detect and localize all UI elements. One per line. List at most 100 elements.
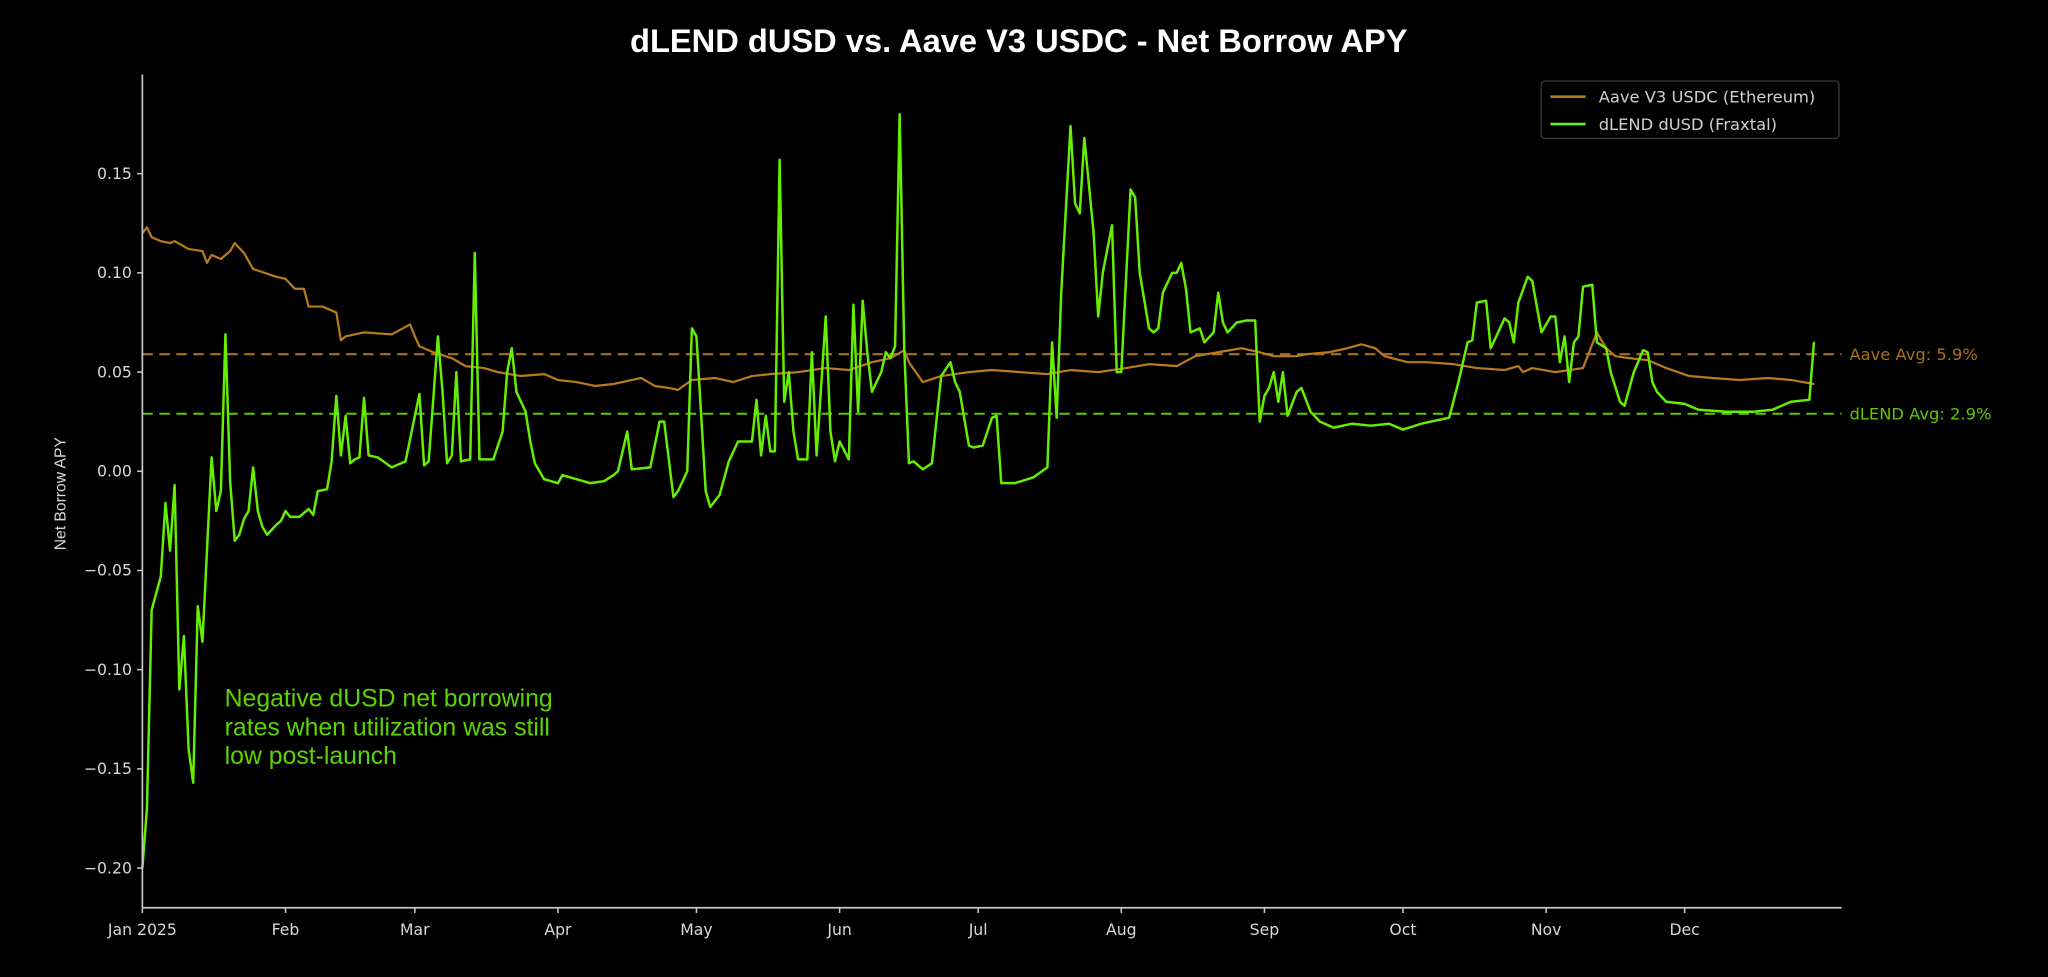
data-point: [160, 575, 162, 578]
data-point: [1688, 375, 1690, 377]
data-point: [1531, 280, 1533, 282]
data-point: [1286, 414, 1289, 417]
data-point: [1051, 341, 1053, 344]
data-point: [1656, 391, 1658, 393]
data-point: [617, 470, 619, 473]
data-point: [968, 444, 970, 447]
data-point: [751, 440, 753, 443]
data-point: [1619, 400, 1621, 403]
x-tick-label: Apr: [544, 920, 572, 939]
data-point: [834, 460, 836, 463]
data-point: [885, 351, 887, 354]
data-point: [972, 446, 975, 449]
data-point: [1651, 381, 1654, 383]
data-point: [1494, 337, 1497, 340]
data-point: [815, 454, 818, 457]
data-point: [196, 605, 199, 607]
data-point: [160, 240, 162, 242]
data-point: [848, 369, 850, 371]
data-point: [1148, 327, 1150, 330]
data-point: [1605, 347, 1607, 350]
data-point: [811, 351, 813, 354]
data-point: [921, 381, 924, 383]
data-point: [1573, 341, 1575, 344]
data-point: [709, 506, 712, 508]
data-point: [861, 299, 864, 302]
data-point: [1485, 299, 1487, 302]
data-point: [418, 393, 421, 395]
data-point: [1559, 361, 1561, 363]
x-tick-label: Sep: [1250, 920, 1280, 939]
data-point: [1439, 418, 1441, 421]
data-point: [506, 371, 508, 373]
y-ticks: 0.15 0.10 0.05 0.00 −0.05 −0.10 −0.15 −0.20: [84, 164, 143, 877]
data-point: [1614, 355, 1617, 357]
data-point: [829, 430, 832, 433]
data-point: [1766, 377, 1769, 379]
data-point: [1101, 272, 1104, 274]
data-point: [1032, 476, 1035, 479]
x-tick-label: Jun: [826, 920, 851, 939]
data-point: [1162, 291, 1164, 294]
data-point: [797, 458, 799, 461]
data-point: [492, 458, 495, 461]
data-point: [672, 496, 675, 498]
data-point: [437, 335, 439, 338]
data-point: [995, 414, 998, 417]
data-point: [1513, 341, 1515, 344]
data-point: [326, 488, 328, 490]
data-point: [714, 377, 716, 379]
data-point: [1522, 371, 1524, 373]
data-point: [686, 470, 689, 473]
data-point: [787, 371, 790, 373]
legend-label-aave: Aave V3 USDC (Ethereum): [1599, 88, 1816, 107]
data-point: [363, 397, 365, 399]
data-point: [427, 460, 430, 463]
data-point: [1120, 371, 1123, 373]
data-point: [377, 456, 379, 459]
data-point: [1813, 341, 1815, 344]
data-point: [954, 381, 956, 383]
data-point: [1199, 327, 1201, 330]
data-point: [187, 748, 190, 750]
data-point: [871, 391, 873, 393]
data-point: [912, 460, 915, 463]
data-point: [1476, 301, 1478, 304]
data-point: [464, 365, 467, 367]
data-point: [529, 440, 532, 443]
data-point: [1014, 482, 1016, 484]
legend-label-dlend: dLEND dUSD (Fraxtal): [1599, 115, 1777, 134]
data-point: [1452, 363, 1455, 365]
data-point: [1771, 408, 1774, 411]
data-point: [612, 383, 615, 385]
data-point: [344, 335, 347, 338]
data-point: [316, 490, 319, 492]
data-point: [1360, 343, 1363, 346]
data-point: [908, 462, 910, 465]
data-point: [534, 462, 536, 465]
data-point: [751, 375, 753, 377]
data-point: [220, 258, 222, 260]
data-point: [1175, 272, 1178, 274]
x-tick-label: Aug: [1106, 920, 1137, 939]
data-point: [280, 520, 282, 522]
data-point: [520, 375, 522, 377]
data-point: [1577, 335, 1580, 338]
y-tick-label: −0.15: [84, 759, 132, 778]
data-point: [1083, 137, 1086, 139]
data-point: [1222, 321, 1224, 324]
data-point: [312, 514, 314, 516]
data-point: [497, 371, 499, 373]
data-point: [1808, 399, 1811, 401]
data-point: [451, 357, 453, 359]
data-point: [612, 474, 615, 476]
data-point: [1319, 420, 1321, 423]
data-point: [824, 367, 827, 369]
data-point: [1240, 347, 1243, 350]
data-point: [146, 226, 148, 229]
data-point: [1258, 351, 1261, 354]
data-point: [284, 510, 287, 512]
data-point: [330, 460, 333, 463]
data-point: [543, 478, 545, 481]
data-point: [898, 113, 901, 115]
